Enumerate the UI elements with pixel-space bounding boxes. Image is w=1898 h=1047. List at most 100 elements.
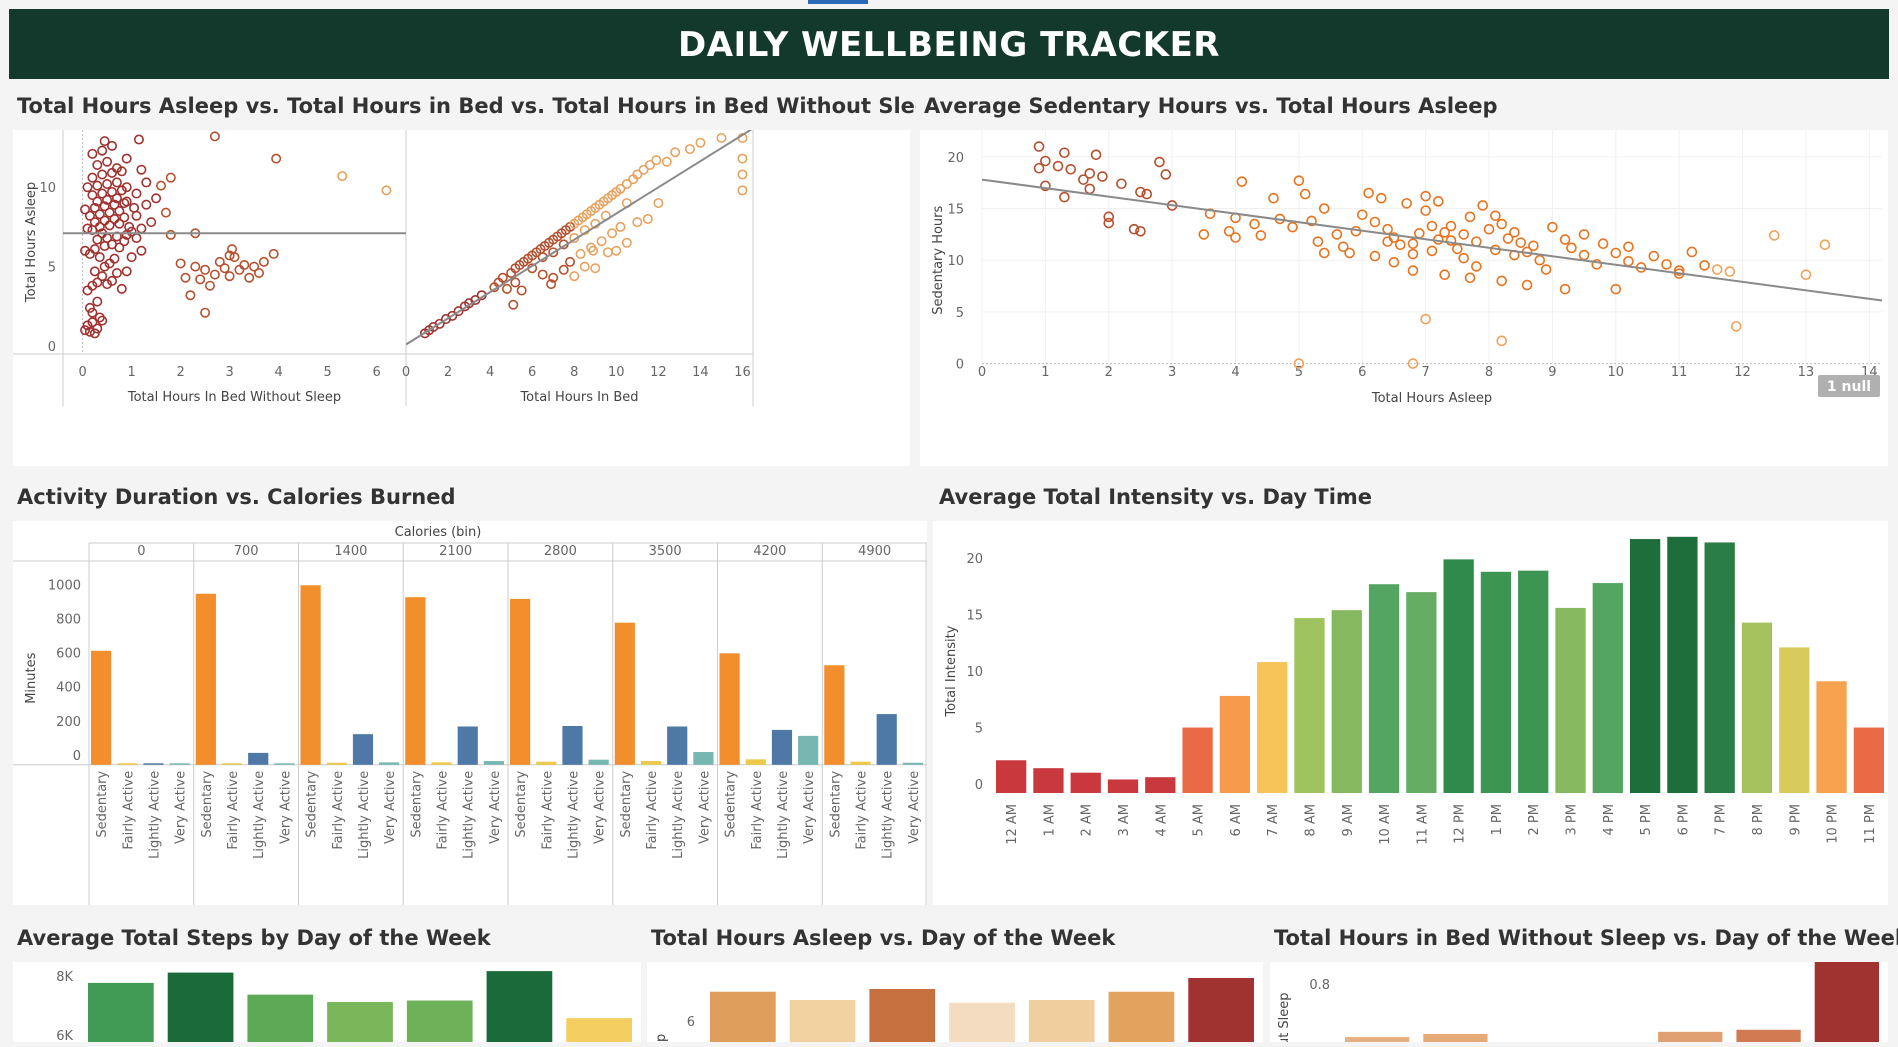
intensity-plot-area[interactable]: 0 5 10 15 20 Total Intensity 12 AM 1 AM 2 AM 3 AM… [933,521,1888,905]
data-point [109,213,120,224]
intensity-bar-chart[interactable]: 0 5 10 15 20 Total Intensity 12 AM 1 AM 2 AM 3 AM… [933,521,1888,905]
x-tick-label: 11 PM [1863,804,1878,844]
data-point [1420,205,1431,216]
data-point [510,277,521,288]
sub-category-label: Very Active [697,771,712,844]
data-point [1559,283,1571,295]
data-point [670,147,681,158]
data-point [87,280,98,291]
data-point [1293,358,1305,369]
data-point [621,179,632,190]
data-point [1483,223,1495,235]
data-point [1547,221,1558,233]
data-point [1420,313,1431,325]
data-point [87,172,98,183]
data-point [1293,175,1305,186]
activity-plot-area[interactable]: Calories (bin) 0 200 400 600 800 1000 Minutes 0 S… [13,521,927,905]
data-point [642,213,653,224]
data-point [146,217,157,228]
x-tick-label: 10 [1608,365,1625,380]
bed-nosleep-dow-bar-chart[interactable]: 0.8 out Sleep [1270,961,1888,1047]
sub-category-label: Lightly Active [357,771,372,859]
data-point [121,182,132,193]
data-point [1496,275,1508,287]
sub-category-label: Lightly Active [776,771,791,859]
sub-category-label: Sedentary [828,770,843,837]
data-point [1059,191,1070,203]
data-point [224,250,235,261]
data-point [87,317,98,328]
sub-category-label: Very Active [593,771,608,844]
bed-nosleep-dow-plot-area[interactable]: 0.8 out Sleep [1270,961,1888,1047]
data-point [1648,250,1660,262]
data-point [129,202,140,213]
data-point [611,245,622,256]
data-point [1059,147,1070,159]
x-tick-label: 12 PM [1453,804,1468,844]
data-point [97,271,108,282]
bar-fairly-active [326,762,347,765]
panel-steps: Average Total Steps by Day of the Week 8… [9,916,641,1047]
data-point [200,264,211,275]
data-point [1344,247,1355,259]
data-point [1534,254,1546,266]
asleep-dow-bar-chart[interactable]: 6 ep [647,962,1263,1047]
data-point [80,204,91,215]
data-point [258,256,269,267]
x-tick-label: 1 [127,365,135,380]
bar-very-active [693,752,714,765]
x-tick-label: 10 AM [1378,804,1393,845]
sleep-bed-plot-area[interactable]: 0 5 10 0 1 2 3 4 5 6 0 2 4 6 8 10 12 14 16 Total Hours In B… [13,130,910,466]
y-tick-label: 0 [48,340,56,355]
activity-bar-chart[interactable]: Calories (bin)02004006008001000Minutes0S… [13,521,927,905]
data-point [1230,232,1241,243]
y-tick-label: 15 [947,203,964,218]
data-point [1496,335,1508,347]
x-axis-label: Total Hours Asleep [1371,391,1492,406]
x-tick-label: 11 AM [1415,804,1430,845]
intensity-bar [1331,610,1362,793]
data-point [621,237,632,248]
data-point [249,261,260,272]
bar-very-active [588,759,609,765]
sub-category-label: Sedentary [619,770,634,837]
x-tick-label: 9 [1548,365,1556,380]
intensity-bar [1368,584,1400,793]
x-tick-label: 13 [1798,365,1815,380]
data-point [116,283,127,294]
sedentary-plot-area[interactable]: 0 5 10 15 20 0 1 2 3 4 5 6 7 8 9 10 11 12 13 14 Total Hours … [920,130,1888,466]
data-point [638,164,649,175]
intensity-bar [1257,662,1288,793]
sub-category-label: Fairly Active [645,771,660,850]
data-point [447,310,458,321]
day-bar [1736,1029,1801,1047]
data-point [97,145,108,156]
data-point [84,302,95,313]
steps-bar-chart[interactable]: 8K 6K [13,962,641,1047]
bar-lightly-active [248,752,269,765]
data-point [1730,321,1742,332]
data-point [89,328,100,339]
data-point [92,196,103,207]
intensity-bar [996,760,1027,793]
day-bar [869,989,936,1047]
sub-category-label: Sedentary [409,770,424,837]
steps-plot-area[interactable]: 8K 6K [13,962,641,1047]
asleep-dow-plot-area[interactable]: 6 ep [647,962,1263,1047]
data-point [1033,141,1045,152]
day-bar [167,972,234,1047]
panel-title: Average Total Intensity vs. Day Time [939,485,1373,509]
top-accent-bar [808,0,868,4]
data-point [644,159,655,170]
data-point [632,169,643,180]
data-point [102,194,113,205]
data-point [111,177,122,188]
data-point [141,177,152,188]
x-tick-label: 0 [978,365,986,380]
data-point [224,271,235,282]
data-point [1433,196,1444,207]
bar-sedentary [195,593,216,765]
data-point [200,307,211,318]
